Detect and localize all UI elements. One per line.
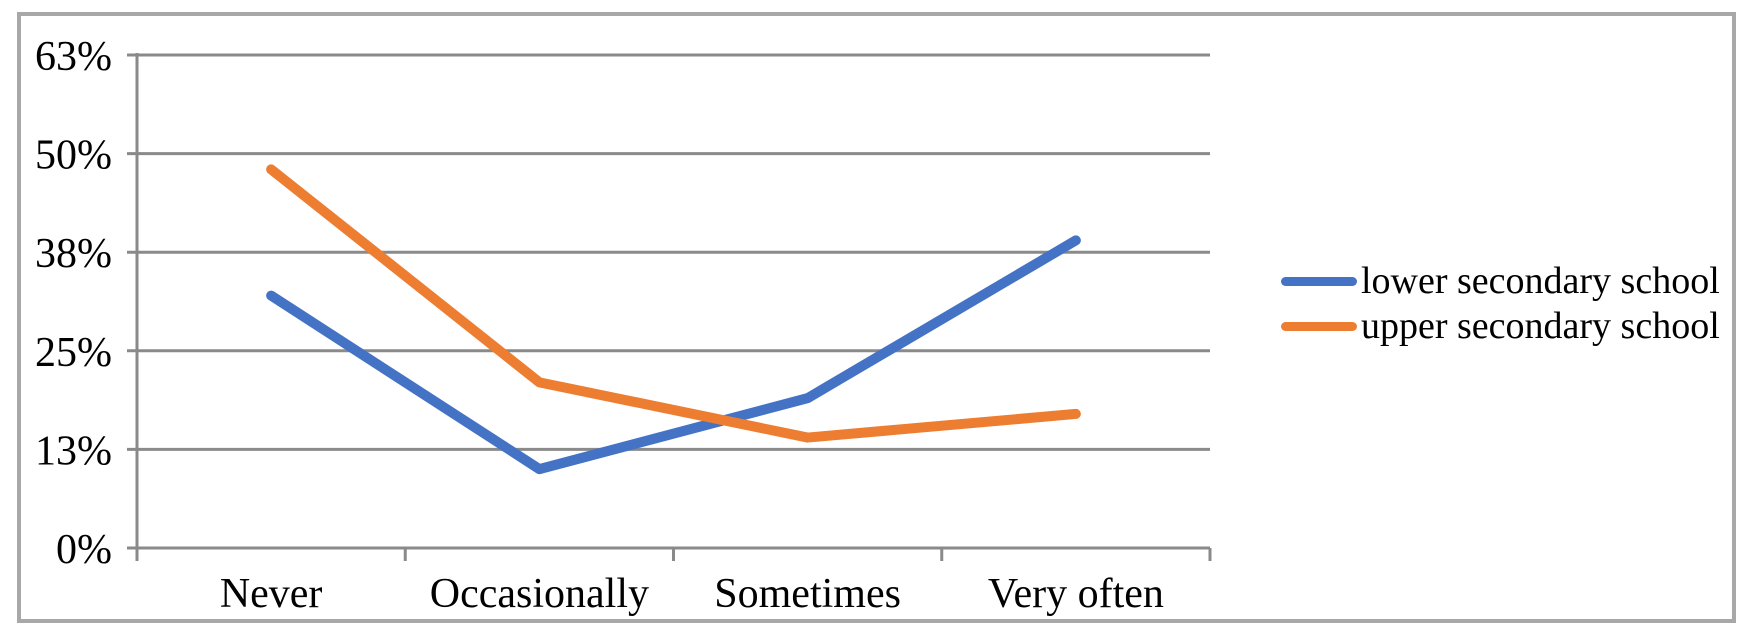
x-axis-category-label: Occasionally: [430, 571, 649, 617]
legend-swatch-lower-secondary: [1281, 277, 1357, 286]
series-line-upper-secondary-school: [266, 164, 1081, 443]
chart-frame-border: [17, 12, 1736, 623]
series-line-lower-secondary-school: [266, 235, 1081, 475]
y-axis-tick-label: 38%: [35, 231, 112, 277]
legend-item-lower-secondary: lower secondary school: [1281, 259, 1720, 304]
legend-label-lower-secondary: lower secondary school: [1361, 260, 1720, 302]
y-axis-tick-label: 63%: [35, 34, 112, 80]
legend-item-upper-secondary: upper secondary school: [1281, 304, 1720, 349]
x-axis-category-label: Sometimes: [714, 571, 901, 617]
x-axis-category-label: Very often: [988, 571, 1164, 617]
x-axis-category-label: Never: [220, 571, 323, 617]
y-axis-tick-label: 50%: [35, 133, 112, 179]
legend-swatch-upper-secondary: [1281, 322, 1357, 331]
y-axis-tick-label: 0%: [56, 527, 112, 573]
y-axis-tick-label: 25%: [35, 330, 112, 376]
legend: lower secondary school upper secondary s…: [1281, 259, 1720, 349]
legend-label-upper-secondary: upper secondary school: [1361, 305, 1720, 347]
y-axis-tick-label: 13%: [35, 428, 112, 474]
